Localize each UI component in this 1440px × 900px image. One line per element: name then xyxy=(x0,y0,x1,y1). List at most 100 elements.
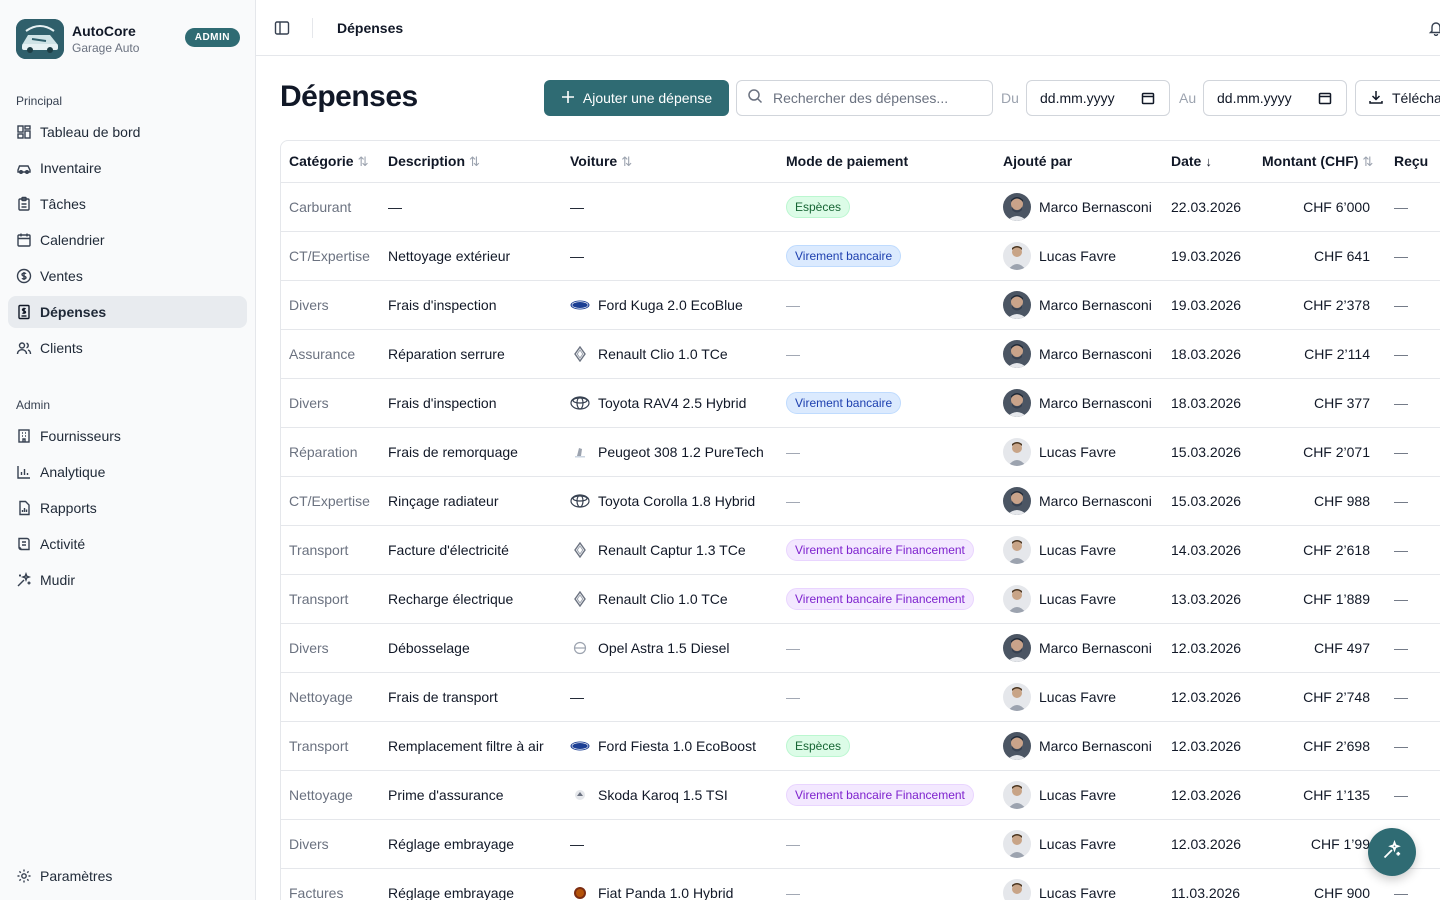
table-row[interactable]: Divers Réglage embrayage — — Lucas Favre 12.0… xyxy=(281,819,1440,869)
sidebar-item-suppliers[interactable]: Fournisseurs xyxy=(8,420,247,452)
avatar xyxy=(1003,339,1031,368)
sidebar-item-clients[interactable]: Clients xyxy=(8,332,247,364)
table-row[interactable]: Divers Frais d'inspection Toyota RAV4 2.5 … xyxy=(281,378,1440,428)
sidebar-item-activity[interactable]: Activité xyxy=(8,528,247,560)
table-row[interactable]: CT/Expertise Rinçage radiateur Toyota Coro… xyxy=(281,476,1440,526)
from-date-value: dd.mm.yyyy xyxy=(1040,90,1115,106)
amount-value: CHF 2’378 xyxy=(1303,296,1370,313)
car-cell[interactable]: Ford Fiesta 1.0 EcoBoost xyxy=(562,721,778,771)
assistant-fab-button[interactable] xyxy=(1368,828,1416,876)
sidebar-item-tasks[interactable]: Tâches xyxy=(8,188,247,220)
avatar xyxy=(1003,437,1031,466)
car-cell[interactable]: Peugeot 308 1.2 PureTech xyxy=(562,427,778,477)
amount-cell: CHF 2’618 xyxy=(1254,525,1386,575)
user-name: Lucas Favre xyxy=(1039,541,1117,558)
amount-cell: CHF 641 xyxy=(1254,231,1386,281)
date-cell: 13.03.2026 xyxy=(1163,574,1254,624)
category-value: CT/Expertise xyxy=(289,247,370,264)
car-cell[interactable]: Toyota RAV4 2.5 Hybrid xyxy=(562,378,778,428)
description-value: Prime d'assurance xyxy=(388,786,504,803)
calendar-icon[interactable] xyxy=(1318,91,1332,108)
col-category-label: Catégorie xyxy=(289,152,354,169)
table-row[interactable]: Divers Débosselage Opel Astra 1.5 Diesel — M… xyxy=(281,623,1440,673)
category-value: Nettoyage xyxy=(289,786,353,803)
sidebar-item-label: Activité xyxy=(40,536,86,552)
car-cell[interactable]: Skoda Karoq 1.5 TSI xyxy=(562,770,778,820)
page-title: Dépenses xyxy=(280,80,418,113)
col-car[interactable]: Voiture ⇅ xyxy=(562,141,778,183)
table-row[interactable]: Transport Facture d'électricité Renault Ca… xyxy=(281,525,1440,575)
table-row[interactable]: Carburant — — Espèces Marco Bernasconi 22.03.… xyxy=(281,182,1440,232)
download-button[interactable]: Télécharger xyxy=(1355,80,1440,116)
table-row[interactable]: Réparation Frais de remorquage Peugeot 308… xyxy=(281,427,1440,477)
renault-logo-icon xyxy=(570,345,590,362)
category-value: Carburant xyxy=(289,198,352,215)
description-value: Rinçage radiateur xyxy=(388,492,499,509)
car-name: Fiat Panda 1.0 Hybrid xyxy=(598,884,734,900)
date-cell: 11.03.2026 xyxy=(1163,868,1254,900)
category-cell: Réparation xyxy=(281,427,380,477)
sidebar-item-dashboard[interactable]: Tableau de bord xyxy=(8,116,247,148)
amount-value: CHF 2’618 xyxy=(1303,541,1370,558)
table-row[interactable]: Transport Remplacement filtre à air Ford F… xyxy=(281,721,1440,771)
from-date-field[interactable]: dd.mm.yyyy xyxy=(1026,80,1170,116)
table-row[interactable]: Assurance Réparation serrure Renault Clio … xyxy=(281,329,1440,379)
car-cell[interactable]: Renault Clio 1.0 TCe xyxy=(562,329,778,379)
search-input[interactable] xyxy=(773,90,983,106)
car-cell[interactable]: Toyota Corolla 1.8 Hybrid xyxy=(562,476,778,526)
table-row[interactable]: Nettoyage Frais de transport — — Lucas Favre… xyxy=(281,672,1440,722)
amount-value: CHF 2’114 xyxy=(1304,345,1370,362)
sidebar-item-sales[interactable]: Ventes xyxy=(8,260,247,292)
sidebar-item-settings[interactable]: Paramètres xyxy=(8,860,247,892)
table-header: Catégorie ⇅ Description ⇅ Voiture ⇅ Mode de… xyxy=(281,141,1440,183)
sidebar-item-analytics[interactable]: Analytique xyxy=(8,456,247,488)
car-cell[interactable]: Fiat Panda 1.0 Hybrid xyxy=(562,868,778,900)
car-cell[interactable]: Renault Captur 1.3 TCe xyxy=(562,525,778,575)
col-description[interactable]: Description ⇅ xyxy=(380,141,562,183)
brand[interactable]: AutoCore Garage Auto ADMIN xyxy=(16,18,240,60)
car-cell[interactable]: Ford Kuga 2.0 EcoBlue xyxy=(562,280,778,330)
table-row[interactable]: Nettoyage Prime d'assurance Skoda Karoq 1.… xyxy=(281,770,1440,820)
user-name: Lucas Favre xyxy=(1039,247,1117,264)
col-payment: Mode de paiement xyxy=(778,141,995,183)
add-expense-button[interactable]: Ajouter une dépense xyxy=(544,80,729,116)
bell-icon[interactable] xyxy=(1428,20,1440,41)
sidebar-item-expenses[interactable]: Dépenses xyxy=(8,296,247,328)
sidebar-toggle-icon[interactable] xyxy=(274,20,290,36)
amount-cell: CHF 2’071 xyxy=(1254,427,1386,477)
description-cell: Réglage embrayage xyxy=(380,819,562,869)
receipt-value: — xyxy=(1394,198,1408,215)
sparkles-icon xyxy=(16,572,32,588)
calendar-icon[interactable] xyxy=(1141,91,1155,108)
user-name: Marco Bernasconi xyxy=(1039,394,1152,411)
col-category[interactable]: Catégorie ⇅ xyxy=(281,141,380,183)
category-cell: Divers xyxy=(281,819,380,869)
payment-cell: — xyxy=(778,868,995,900)
car-name: Renault Captur 1.3 TCe xyxy=(598,541,746,558)
col-amount[interactable]: Montant (CHF) ⇅ xyxy=(1254,141,1386,183)
sidebar-item-mudir[interactable]: Mudir xyxy=(8,564,247,596)
date-value: 12.03.2026 xyxy=(1171,639,1242,656)
car-cell[interactable]: Opel Astra 1.5 Diesel xyxy=(562,623,778,673)
amount-cell: CHF 1’889 xyxy=(1254,574,1386,624)
category-cell: Assurance xyxy=(281,329,380,379)
sidebar-item-inventory[interactable]: Inventaire xyxy=(8,152,247,184)
table-row[interactable]: Factures Réglage embrayage Fiat Panda 1.0 … xyxy=(281,868,1440,900)
sidebar-item-calendar[interactable]: Calendrier xyxy=(8,224,247,256)
to-date-field[interactable]: dd.mm.yyyy xyxy=(1203,80,1347,116)
col-date[interactable]: Date ↓ xyxy=(1163,141,1254,183)
amount-value: CHF 2’748 xyxy=(1303,688,1370,705)
file-chart-icon xyxy=(16,500,32,516)
car-name: — xyxy=(570,247,584,264)
sidebar-item-reports[interactable]: Rapports xyxy=(8,492,247,524)
description-value: Réglage embrayage xyxy=(388,835,515,852)
receipt-cell: — xyxy=(1386,182,1440,232)
receipt-cell: — xyxy=(1386,378,1440,428)
table-row[interactable]: Divers Frais d'inspection Ford Kuga 2.0 Ec… xyxy=(281,280,1440,330)
car-cell[interactable]: Renault Clio 1.0 TCe xyxy=(562,574,778,624)
payment-cell: — xyxy=(778,623,995,673)
table-row[interactable]: Transport Recharge électrique Renault Clio… xyxy=(281,574,1440,624)
amount-value: CHF 497 xyxy=(1313,639,1370,656)
table-row[interactable]: CT/Expertise Nettoyage extérieur — Virement… xyxy=(281,231,1440,281)
date-value: 12.03.2026 xyxy=(1171,688,1242,705)
